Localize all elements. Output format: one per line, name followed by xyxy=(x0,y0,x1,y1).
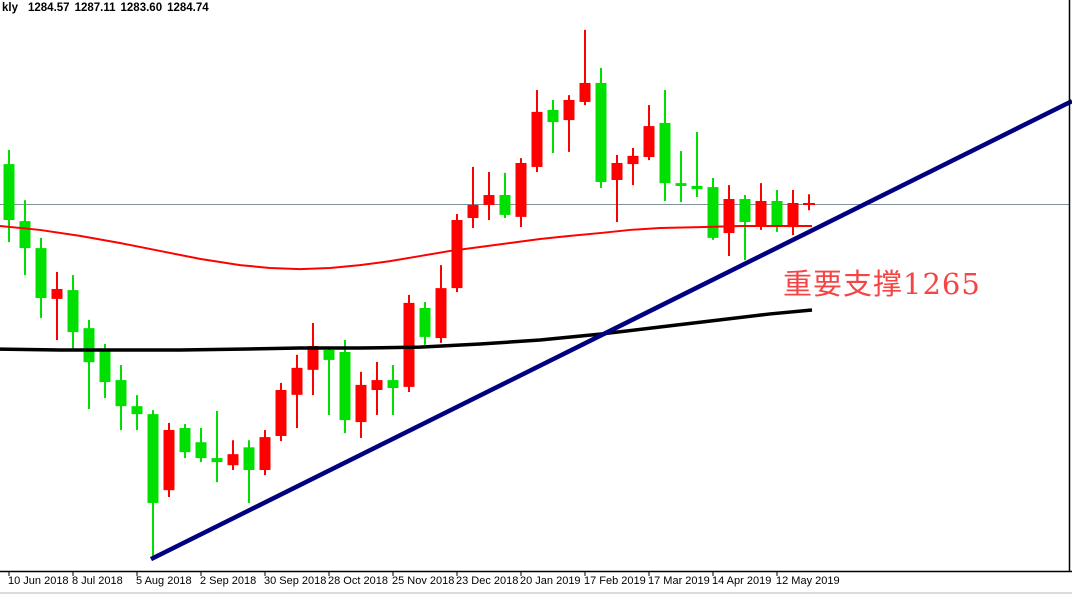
ma-red-line xyxy=(0,224,812,271)
candle-body xyxy=(787,202,799,228)
candle-body xyxy=(51,288,63,299)
x-axis-label[interactable]: 30 Sep 2018 xyxy=(264,575,326,587)
candle-body xyxy=(291,367,303,395)
candle-body xyxy=(259,437,271,471)
candle-body xyxy=(755,200,767,226)
x-axis-label[interactable]: 8 Jul 2018 xyxy=(72,575,123,587)
candle-body xyxy=(739,199,751,222)
candle-body xyxy=(371,380,383,391)
candle-body xyxy=(35,248,47,299)
quote-open: 1284.57 xyxy=(28,2,70,14)
candle-body xyxy=(403,302,415,387)
candle-body xyxy=(307,346,319,370)
candle-body xyxy=(451,220,463,289)
candle-body xyxy=(611,162,623,180)
x-axis-label[interactable]: 5 Aug 2018 xyxy=(136,575,192,587)
quote-high: 1287.11 xyxy=(74,2,116,14)
candle-body xyxy=(627,155,639,165)
x-axis-label[interactable]: 2 Sep 2018 xyxy=(200,575,256,587)
candle-body xyxy=(691,185,703,190)
quote-bar: kly 1284.57 1287.11 1283.60 1284.74 xyxy=(2,2,214,14)
candle-body xyxy=(227,454,239,466)
quote-low: 1283.60 xyxy=(120,2,163,14)
candle-body xyxy=(179,428,191,453)
candle-body xyxy=(339,351,351,421)
candle-body xyxy=(515,162,527,217)
candle-body xyxy=(163,430,175,491)
candle-body xyxy=(563,99,575,121)
trendline[interactable] xyxy=(149,99,1072,562)
support-annotation[interactable]: 重要支撑1265 xyxy=(783,267,981,301)
candle-body xyxy=(243,447,255,471)
candle-body xyxy=(3,164,15,221)
candle-body xyxy=(19,221,31,249)
candle-body xyxy=(675,183,687,186)
candle-body xyxy=(131,406,143,415)
symbol-fragment: kly xyxy=(2,2,18,14)
quote-close: 1284.74 xyxy=(167,2,209,14)
candle-body xyxy=(147,414,159,503)
candle-body xyxy=(595,82,607,182)
candle-body xyxy=(115,380,127,407)
x-axis-label[interactable]: 17 Feb 2019 xyxy=(584,575,646,587)
x-axis-label[interactable]: 12 May 2019 xyxy=(776,575,840,587)
candle-body xyxy=(323,349,335,360)
candle-body xyxy=(435,288,447,339)
candle-body xyxy=(531,111,543,167)
x-axis-label[interactable]: 17 Mar 2019 xyxy=(648,575,710,587)
candle-body xyxy=(387,380,399,389)
candle-body xyxy=(275,390,287,436)
candle-body xyxy=(723,199,735,234)
x-axis-label[interactable]: 14 Apr 2019 xyxy=(712,575,771,587)
x-axis-label[interactable]: 20 Jan 2019 xyxy=(520,575,581,587)
candle-body xyxy=(83,328,95,363)
x-axis-label[interactable]: 10 Jun 2018 xyxy=(8,575,69,587)
candle-body xyxy=(771,200,783,226)
x-axis-label[interactable]: 28 Oct 2018 xyxy=(328,575,388,587)
candle-body xyxy=(67,290,79,333)
candle-body xyxy=(467,204,479,219)
candle-body xyxy=(355,384,367,423)
candle-body xyxy=(659,122,671,184)
x-axis-label[interactable]: 25 Nov 2018 xyxy=(392,575,454,587)
candle-body xyxy=(707,187,719,238)
candle-body xyxy=(483,195,495,205)
candle-body xyxy=(195,442,207,459)
candle-body xyxy=(579,82,591,102)
x-axis-label[interactable]: 23 Dec 2018 xyxy=(456,575,518,587)
candle-body xyxy=(547,109,559,123)
candle-body xyxy=(99,349,111,383)
candle-body xyxy=(499,195,511,215)
ma-black-line xyxy=(0,308,813,352)
candle-body xyxy=(643,126,655,158)
candle-body xyxy=(419,307,431,337)
candle-body xyxy=(211,458,223,463)
